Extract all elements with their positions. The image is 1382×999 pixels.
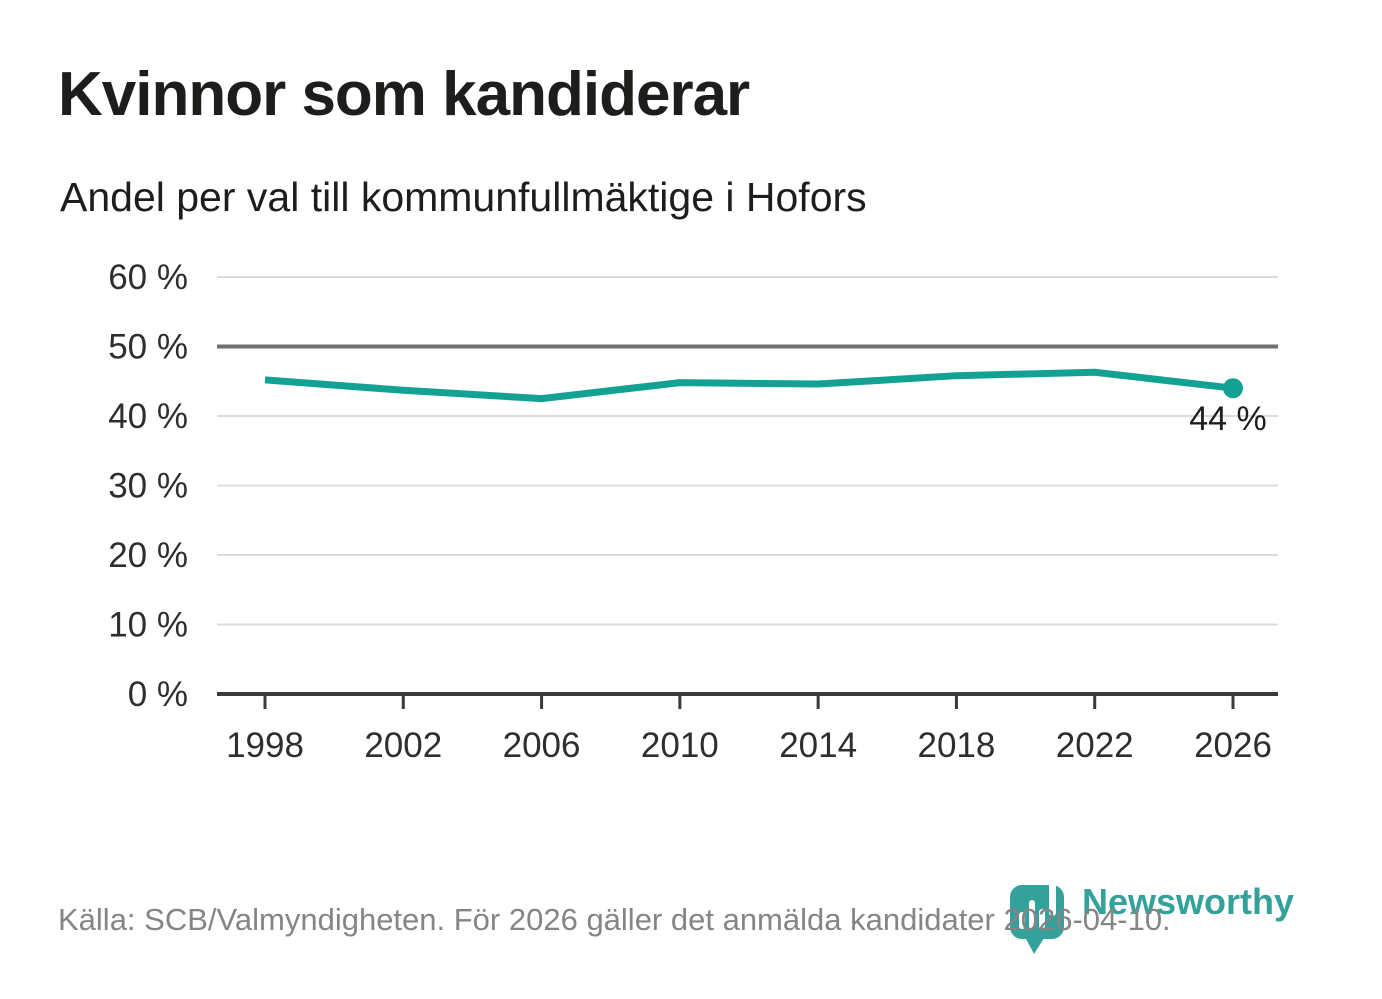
- data-series-line: [264, 368, 1234, 403]
- logo-bubble-tail: [1024, 935, 1046, 954]
- x-tick-label-1998: 1998: [226, 726, 304, 765]
- end-point-marker: [1223, 378, 1243, 399]
- y-tick-label-50: 50 %: [108, 328, 188, 367]
- x-tick-label-2014: 2014: [779, 726, 857, 765]
- newsworthy-logo-icon: [1010, 881, 1064, 954]
- y-tick-label-20: 20 %: [108, 536, 188, 575]
- y-tick-label-0: 0 %: [128, 675, 188, 714]
- logo-bar-3: [1039, 909, 1045, 929]
- x-tick-label-2006: 2006: [503, 726, 581, 765]
- x-tick-label-2010: 2010: [641, 726, 719, 765]
- x-tick-label-2022: 2022: [1056, 726, 1134, 765]
- page-subtitle: Andel per val till kommunfullmäktige i H…: [60, 174, 867, 220]
- logo-bar-1: [1019, 912, 1025, 929]
- y-tick-label-40: 40 %: [108, 397, 188, 436]
- y-tick-label-10: 10 %: [108, 606, 188, 645]
- source-note: Källa: SCB/Valmyndigheten. För 2026 gäll…: [58, 902, 1171, 937]
- logo-bar-2: [1029, 900, 1035, 929]
- brand-name: Newsworthy: [1082, 881, 1295, 922]
- logo-bar-4: [1049, 881, 1056, 916]
- end-point-value-label: 44 %: [1189, 400, 1267, 438]
- y-tick-label-30: 30 %: [108, 467, 188, 506]
- x-tick-label-2002: 2002: [364, 726, 442, 765]
- y-tick-label-60: 60 %: [108, 258, 188, 297]
- page-title: Kvinnor som kandiderar: [58, 60, 750, 129]
- x-tick-label-2018: 2018: [917, 726, 995, 765]
- x-tick-label-2026: 2026: [1194, 726, 1272, 765]
